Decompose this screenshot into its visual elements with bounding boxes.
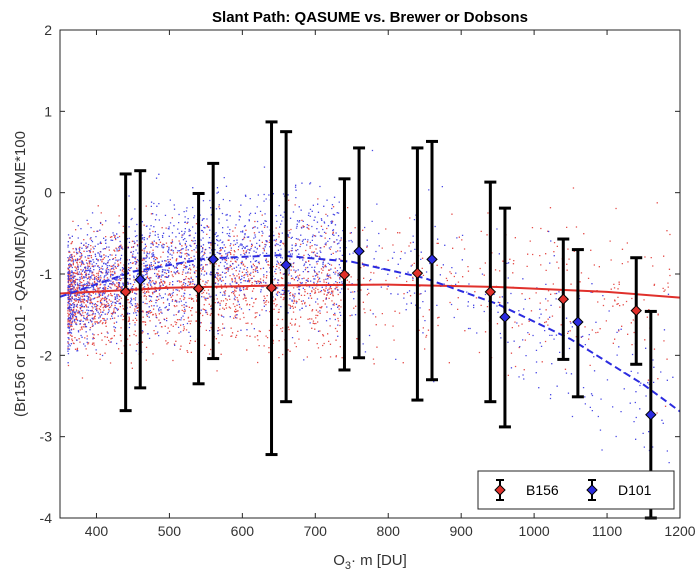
data-point-d101 — [134, 273, 146, 286]
y-axis-label: (Br156 or D101 - QASUME)/QASUME*100 — [12, 131, 29, 417]
chart-title: Slant Path: QASUME vs. Brewer or Dobsons — [212, 9, 528, 26]
data-point-d101 — [572, 316, 584, 328]
scatter-points-b156 — [67, 187, 671, 414]
x-tick-label: 900 — [449, 523, 473, 539]
y-tick-label: -3 — [40, 429, 53, 445]
data-point-b156 — [192, 282, 205, 295]
legend: B156 D101 — [477, 470, 675, 510]
y-tick-label: 1 — [44, 103, 52, 119]
plot-frame — [59, 29, 681, 519]
x-tick-label: 600 — [231, 523, 255, 539]
fit-curve-d101 — [59, 254, 681, 413]
series-markers — [119, 245, 657, 421]
legend-label: D101 — [618, 482, 652, 498]
data-point-b156 — [265, 282, 278, 294]
data-point-b156 — [119, 286, 132, 298]
fit-curves — [59, 254, 681, 413]
scatter-cloud — [67, 149, 674, 474]
data-point-b156 — [630, 304, 642, 317]
y-tick-label: -2 — [40, 347, 53, 363]
x-tick-label: 1100 — [592, 523, 622, 539]
data-point-b156 — [338, 269, 351, 281]
data-point-d101 — [499, 311, 511, 323]
x-axis-label: O3· m [DU] — [333, 552, 407, 572]
x-axis-ticks: 400 500 600 700 800 900 1000 1100 1200 — [85, 30, 696, 539]
x-tick-label: 1000 — [519, 523, 550, 539]
y-tick-label: -4 — [40, 510, 53, 526]
data-point-b156 — [557, 293, 570, 305]
data-point-d101 — [426, 253, 438, 266]
legend-box — [477, 470, 675, 510]
legend-label: B156 — [526, 482, 559, 498]
x-tick-label: 1200 — [664, 523, 695, 539]
data-point-b156 — [484, 286, 497, 298]
data-point-b156 — [411, 267, 424, 279]
fit-curve-b156 — [59, 283, 681, 299]
y-tick-label: -1 — [40, 266, 53, 282]
y-axis-ticks: -4 -3 -2 -1 0 1 2 — [40, 22, 680, 526]
y-tick-label: 2 — [44, 22, 52, 38]
x-tick-label: 800 — [377, 523, 401, 539]
x-tick-label: 700 — [304, 523, 328, 539]
scatter-points-d101 — [67, 149, 674, 474]
data-point-d101 — [645, 408, 657, 421]
legend-item-d101: D101 — [586, 479, 652, 501]
legend-item-b156: B156 — [494, 479, 559, 501]
data-point-d101 — [353, 245, 365, 257]
data-point-d101 — [207, 253, 219, 266]
x-tick-label: 500 — [158, 523, 182, 539]
x-tick-label: 400 — [85, 523, 109, 539]
y-tick-label: 0 — [44, 185, 52, 201]
data-point-d101 — [280, 259, 292, 271]
